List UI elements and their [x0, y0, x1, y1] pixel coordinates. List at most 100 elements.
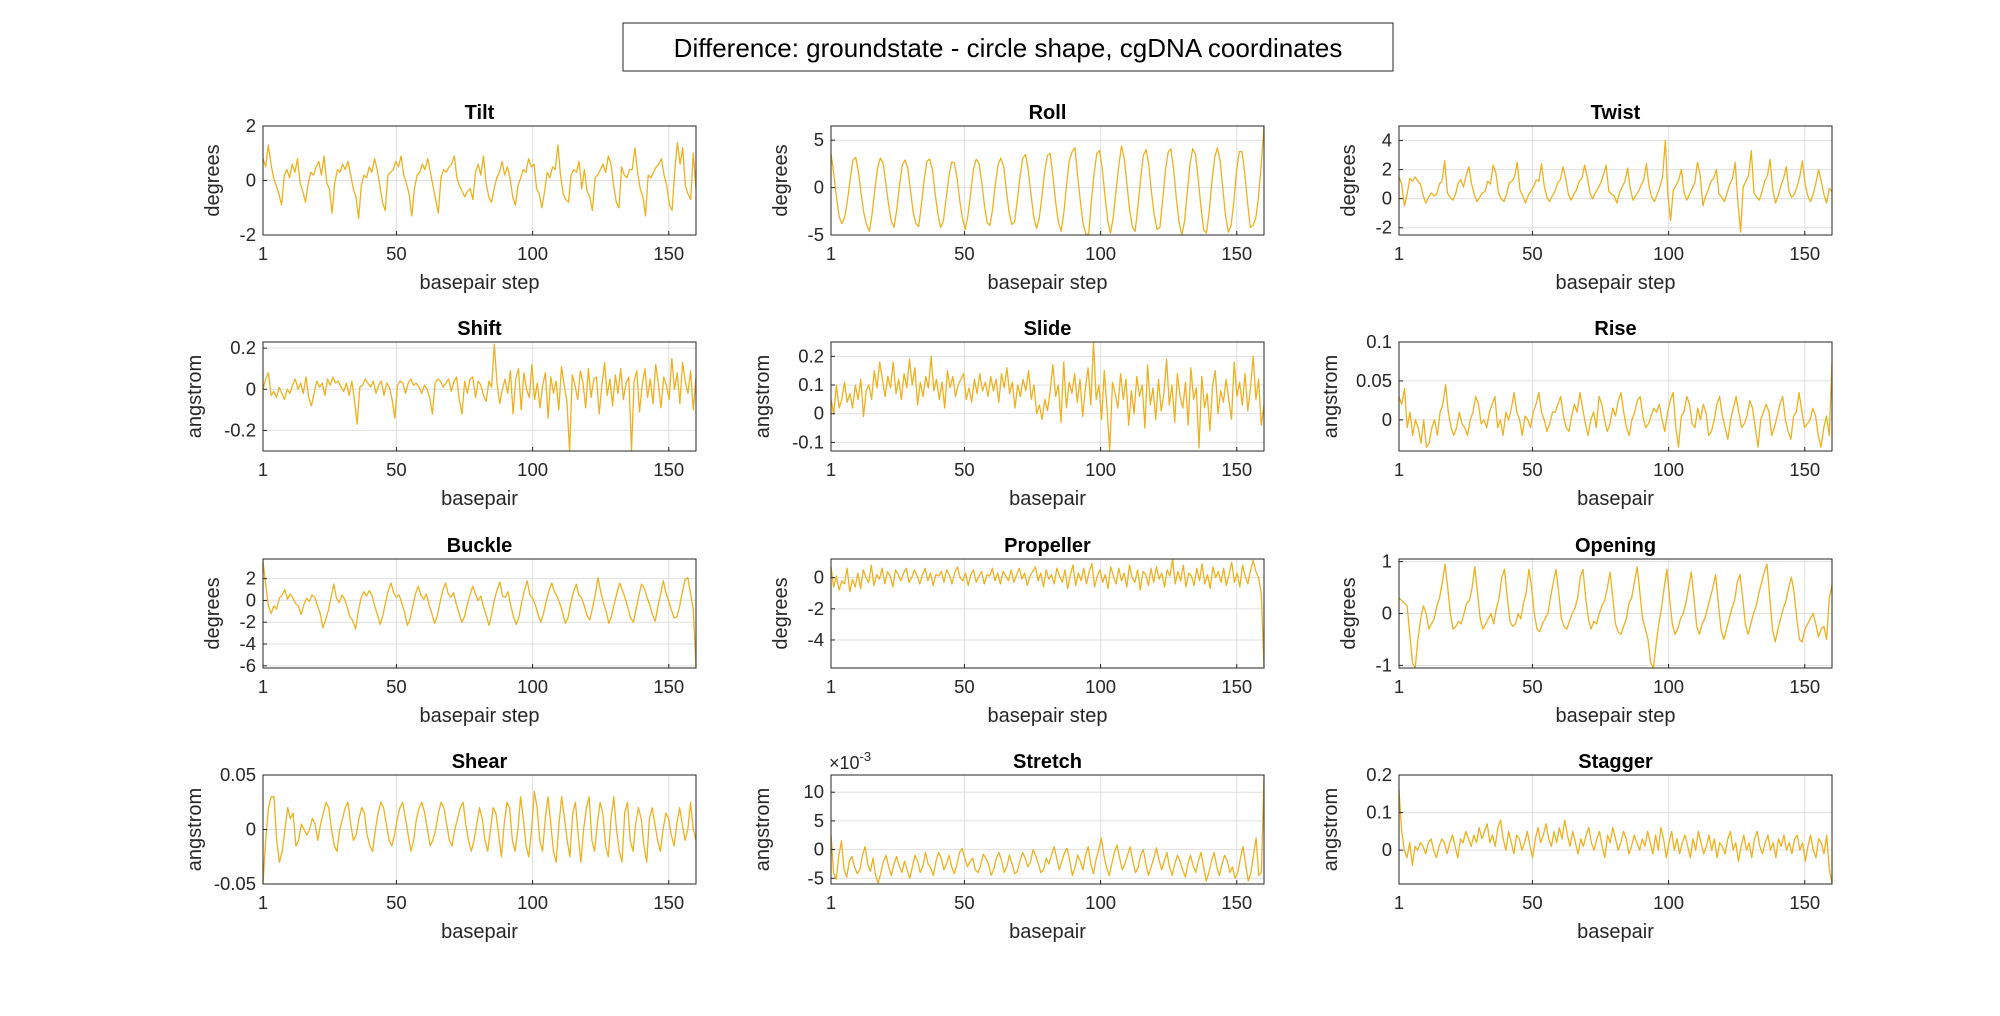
- buckle-y-axis-label: degrees: [202, 577, 224, 649]
- shear-x-tick-label: 100: [517, 892, 548, 913]
- propeller-y-tick-label: -4: [808, 629, 824, 650]
- stretch-x-tick-label: 100: [1085, 892, 1116, 913]
- shift-x-axis-label: basepair: [441, 488, 518, 510]
- slide-y-tick-label: 0: [814, 403, 824, 424]
- rise-y-tick-label: 0: [1382, 409, 1392, 430]
- stretch-axes-box: [830, 774, 1265, 885]
- roll-title: Roll: [1029, 102, 1067, 124]
- stagger-y-axis-label: angstrom: [1320, 788, 1342, 871]
- propeller-title: Propeller: [1004, 535, 1091, 557]
- slide-x-tick-label: 50: [954, 459, 975, 480]
- figure-title: Difference: groundstate - circle shape, …: [674, 33, 1343, 63]
- twist-y-axis-label: degrees: [1338, 144, 1360, 216]
- roll-y-tick-label: 5: [814, 129, 824, 150]
- stretch-y-tick-label: 0: [814, 839, 824, 860]
- opening-x-tick-label: 100: [1653, 676, 1684, 697]
- stretch-y-axis-label: angstrom: [752, 788, 774, 871]
- rise-y-axis-label: angstrom: [1320, 355, 1342, 438]
- tilt-x-tick-label: 150: [653, 243, 684, 264]
- buckle-x-tick-label: 50: [386, 676, 407, 697]
- slide-y-tick-label: -0.1: [792, 431, 824, 452]
- opening-series-line: [1398, 563, 1833, 669]
- rise-series-line: [1398, 361, 1833, 448]
- stretch-y-exponent-label: ×10-3: [829, 749, 871, 773]
- opening-x-tick-label: 150: [1789, 676, 1820, 697]
- opening-y-tick-label: 0: [1382, 603, 1392, 624]
- opening-y-axis-label: degrees: [1338, 577, 1360, 649]
- shear-x-axis-label: basepair: [441, 921, 518, 943]
- rise-title: Rise: [1594, 318, 1636, 340]
- propeller-axes-box: [830, 558, 1265, 669]
- rise-x-tick-label: 100: [1653, 459, 1684, 480]
- opening-y-tick-label: -1: [1376, 654, 1392, 675]
- rise-plot-area: [1399, 342, 1832, 451]
- twist-title: Twist: [1591, 102, 1641, 124]
- opening-y-tick-label: 1: [1382, 551, 1392, 572]
- buckle-y-tick-label: -2: [240, 611, 256, 632]
- shear-series-line: [262, 790, 697, 885]
- buckle-series-line: [262, 561, 697, 669]
- stagger-x-tick-label: 150: [1789, 892, 1820, 913]
- tilt-x-tick-label: 1: [258, 243, 268, 264]
- twist-y-tick-label: -2: [1376, 217, 1392, 238]
- propeller-x-tick-label: 1: [826, 676, 836, 697]
- slide-axes-box: [830, 341, 1265, 452]
- shear-x-tick-label: 150: [653, 892, 684, 913]
- buckle-axes-box: [262, 558, 697, 669]
- rise-y-tick-label: 0.05: [1356, 370, 1392, 391]
- propeller-x-tick-label: 50: [954, 676, 975, 697]
- twist-x-tick-label: 50: [1522, 243, 1543, 264]
- stretch-y-tick-label: -5: [808, 867, 824, 888]
- shear-y-tick-label: 0.05: [220, 764, 256, 785]
- shear-y-tick-label: -0.05: [214, 873, 256, 894]
- stagger-y-tick-label: 0: [1382, 839, 1392, 860]
- rise-y-tick-label: 0.1: [1366, 331, 1392, 352]
- propeller-y-axis-label: degrees: [770, 577, 792, 649]
- stagger-title: Stagger: [1578, 751, 1653, 773]
- shear-title: Shear: [452, 751, 508, 773]
- slide-y-tick-label: 0.2: [798, 345, 824, 366]
- opening-x-tick-label: 50: [1522, 676, 1543, 697]
- twist-plot-area: [1399, 126, 1832, 235]
- stretch-series-line: [830, 774, 1265, 884]
- shift-y-tick-label: 0.2: [230, 337, 256, 358]
- slide-plot-area: [831, 342, 1264, 451]
- slide-x-tick-label: 1: [826, 459, 836, 480]
- shear-x-tick-label: 50: [386, 892, 407, 913]
- shift-x-tick-label: 150: [653, 459, 684, 480]
- roll-axes-box: [830, 125, 1265, 236]
- roll-y-tick-label: 0: [814, 177, 824, 198]
- rise-axes-box: [1398, 341, 1833, 452]
- stagger-x-axis-label: basepair: [1577, 921, 1654, 943]
- buckle-x-axis-label: basepair step: [419, 705, 539, 727]
- stagger-y-tick-label: 0.2: [1366, 764, 1392, 785]
- rise-x-tick-label: 150: [1789, 459, 1820, 480]
- shear-y-axis-label: angstrom: [184, 788, 206, 871]
- shift-title: Shift: [457, 318, 502, 340]
- rise-x-axis-label: basepair: [1577, 488, 1654, 510]
- slide-series-line: [830, 341, 1265, 452]
- figure-title-box: Difference: groundstate - circle shape, …: [622, 22, 1394, 72]
- slide-axes: 1 50 100 150-0.100.10.2Slidebasepairangstro…: [752, 318, 1265, 510]
- stagger-plot-area: [1399, 775, 1832, 884]
- buckle-y-tick-label: -4: [240, 633, 256, 654]
- stagger-x-tick-label: 1: [1394, 892, 1404, 913]
- twist-y-tick-label: 4: [1382, 130, 1392, 151]
- slide-title: Slide: [1024, 318, 1072, 340]
- shift-x-tick-label: 50: [386, 459, 407, 480]
- slide-y-tick-label: 0.1: [798, 374, 824, 395]
- stretch-plot-area: [831, 775, 1264, 884]
- tilt-x-axis-label: basepair step: [419, 272, 539, 294]
- twist-x-axis-label: basepair step: [1555, 272, 1675, 294]
- twist-x-tick-label: 150: [1789, 243, 1820, 264]
- rise-x-tick-label: 1: [1394, 459, 1404, 480]
- tilt-y-axis-label: degrees: [202, 144, 224, 216]
- twist-x-tick-label: 100: [1653, 243, 1684, 264]
- opening-x-axis-label: basepair step: [1555, 705, 1675, 727]
